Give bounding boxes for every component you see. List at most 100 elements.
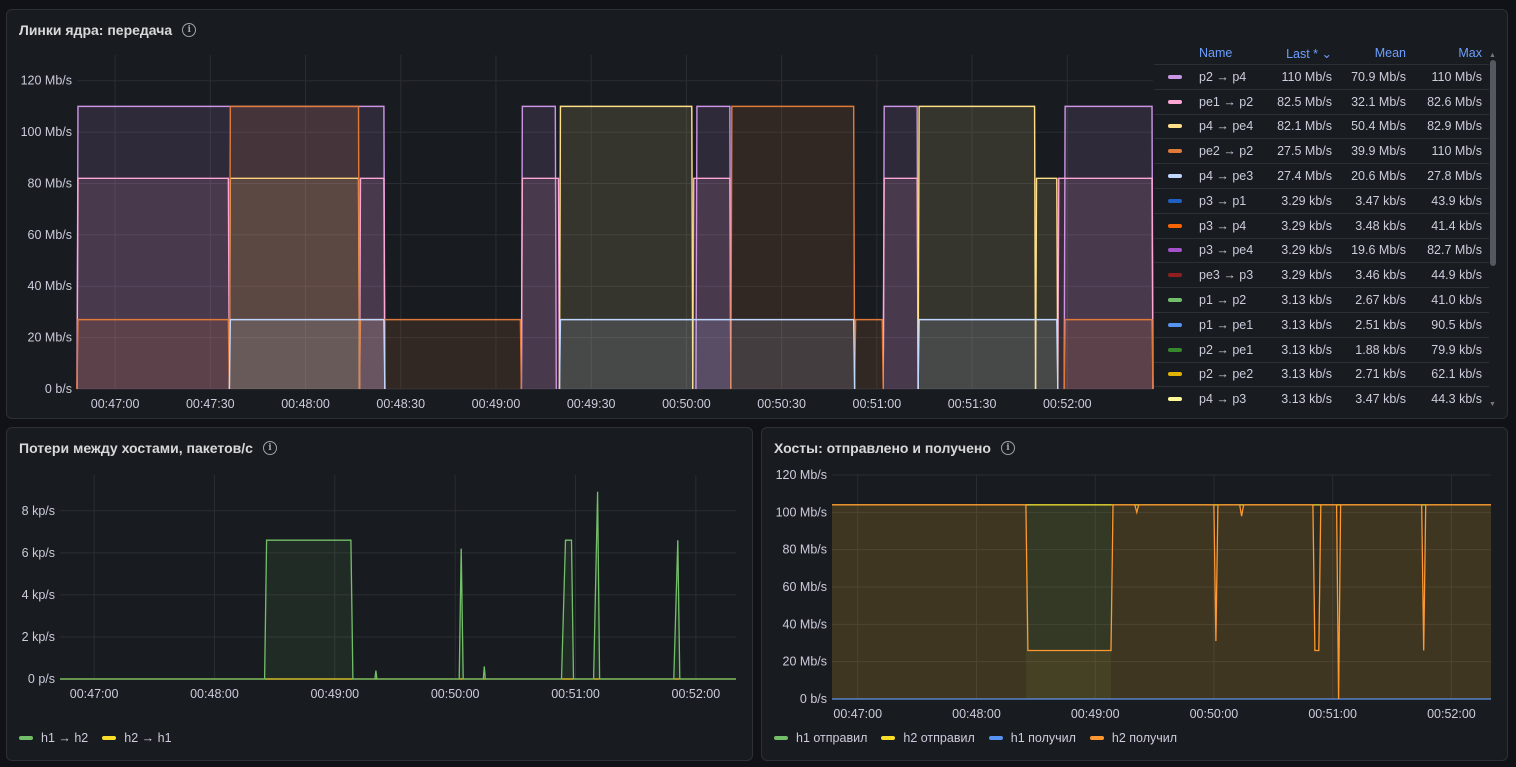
series-area (229, 178, 360, 389)
legend-row[interactable]: p2 → p4 110 Mb/s 70.9 Mb/s 110 Mb/s (1154, 64, 1489, 89)
legend-row[interactable]: p4 → pe4 82.1 Mb/s 50.4 Mb/s 82.9 Mb/s (1154, 113, 1489, 139)
x-tick-label: 00:51:30 (948, 397, 997, 411)
y-tick-label: 120 Mb/s (21, 74, 72, 88)
legend-row-max: 62.1 kb/s (1431, 367, 1482, 382)
legend-row[interactable]: p4 → p3 3.13 kb/s 3.47 kb/s 44.3 kb/s (1154, 386, 1489, 411)
legend-row[interactable]: p2 → pe2 3.13 kb/s 2.71 kb/s 62.1 kb/s (1154, 361, 1489, 387)
legend-row-max: 43.9 kb/s (1431, 193, 1482, 208)
legend-row-max: 110 Mb/s (1431, 69, 1483, 84)
series-line (1057, 177, 1154, 390)
info-icon[interactable]: i (182, 23, 197, 37)
series-name: p3 → p4 (1199, 218, 1247, 233)
x-tick-label: 00:51:00 (853, 397, 902, 411)
x-tick-label: 00:47:30 (186, 397, 235, 411)
series-line (228, 318, 386, 390)
series-area (559, 106, 693, 389)
series-area (854, 319, 884, 389)
series-line (730, 105, 856, 390)
y-tick-label: 0 b/s (45, 382, 72, 396)
series-line (228, 105, 361, 390)
legend-hosts-traffic: h1 отправил h2 отправил h1 получил h2 получ… (774, 731, 1177, 745)
legend-row-name: p1 → pe1 (1154, 318, 1272, 332)
legend-row[interactable]: pe3 → p3 3.29 kb/s 3.46 kb/s 44.9 kb/s (1154, 262, 1489, 287)
x-tick-label: 00:50:30 (757, 397, 806, 411)
info-icon[interactable]: i (1000, 441, 1015, 455)
legend-row-mean: 2.67 kb/s (1355, 293, 1406, 308)
series-swatch-icon (774, 736, 788, 740)
legend-row-max: 90.5 kb/s (1431, 317, 1482, 332)
series-line (76, 177, 231, 390)
column-header-last[interactable]: Last * ⌄ (1286, 46, 1332, 61)
series-swatch-icon (988, 736, 1003, 740)
series-area (918, 319, 1058, 389)
series-swatch-icon (1168, 223, 1182, 228)
legend-item[interactable]: h2 → h1 (102, 731, 172, 745)
series-name: p3 → p1 (1199, 193, 1247, 208)
legend-row-last: 3.13 kb/s (1281, 293, 1332, 308)
series-line (1063, 318, 1154, 390)
series-area (77, 319, 230, 389)
grid (77, 55, 1153, 390)
legend-item[interactable]: h2 отправил (881, 731, 975, 745)
legend-row-name: p2 → pe2 (1154, 367, 1272, 381)
panel-hosts-traffic: Хосты: отправлено и получено i (761, 427, 1508, 761)
legend-row-max: 82.7 Mb/s (1427, 243, 1482, 258)
column-header-name[interactable]: Name (1199, 46, 1233, 60)
legend-row-max: 82.6 Mb/s (1427, 94, 1482, 109)
legend-row[interactable]: p3 → p1 3.29 kb/s 3.47 kb/s 43.9 kb/s (1154, 187, 1489, 213)
series-name: p1 → p2 (1199, 293, 1247, 308)
legend-row-last: 3.13 kb/s (1281, 317, 1332, 332)
legend-row[interactable]: p4 → pe3 27.4 Mb/s 20.6 Mb/s 27.8 Mb/s (1154, 163, 1489, 188)
legend-row-name: pe3 → p3 (1154, 268, 1272, 282)
legend-row-mean: 39.9 Mb/s (1351, 144, 1406, 159)
legend-row[interactable]: pe2 → p2 27.5 Mb/s 39.9 Mb/s 110 Mb/s (1154, 138, 1489, 163)
x-tick-label: 00:52:00 (1043, 397, 1092, 411)
legend-scrollbar[interactable] (1490, 60, 1496, 266)
column-header-mean[interactable]: Mean (1374, 46, 1406, 60)
series-swatch-icon (1168, 74, 1182, 79)
legend-row-name: p3 → p1 (1154, 194, 1272, 208)
series-line (882, 177, 919, 390)
panel-host-loss: Потери между хостами, пакетов/с i (6, 427, 753, 761)
legend-row-mean: 3.47 kb/s (1355, 392, 1406, 407)
legend-item[interactable]: h1 → h2 (19, 731, 88, 745)
legend-item[interactable]: h1 получил (988, 731, 1076, 745)
series-swatch-icon (881, 736, 896, 740)
series-area (77, 106, 385, 389)
legend-item[interactable]: h1 отправил (774, 731, 867, 745)
y-tick-label: 80 Mb/s (28, 176, 72, 190)
legend-row-last: 82.1 Mb/s (1277, 119, 1332, 134)
legend-row-mean: 3.48 kb/s (1355, 218, 1406, 233)
legend-row-name: p4 → pe3 (1154, 169, 1272, 183)
legend-row[interactable]: p1 → p2 3.13 kb/s 2.67 kb/s 41.0 kb/s (1154, 287, 1489, 312)
series-line (358, 177, 386, 390)
legend-row-name: p2 → p4 (1154, 70, 1272, 84)
info-icon[interactable]: i (262, 441, 277, 455)
scroll-up-arrow-icon[interactable]: ▲ (1489, 52, 1496, 59)
legend-row-name: p2 → pe1 (1154, 343, 1272, 357)
scroll-down-arrow-icon[interactable]: ▼ (1489, 401, 1496, 408)
legend-row[interactable]: p3 → pe4 3.29 kb/s 19.6 Mb/s 82.7 Mb/s (1154, 237, 1489, 263)
legend-item-label: h1 получил (1010, 731, 1076, 745)
legend-row-mean: 70.9 Mb/s (1351, 69, 1406, 84)
legend-host-loss: h1 → h2 h2 → h1 (19, 731, 172, 745)
legend-row[interactable]: p2 → pe1 3.13 kb/s 1.88 kb/s 79.9 kb/s (1154, 336, 1489, 362)
legend-row-last: 3.13 kb/s (1281, 367, 1332, 382)
legend-row[interactable]: p3 → p4 3.29 kb/s 3.48 kb/s 41.4 kb/s (1154, 212, 1489, 238)
legend-table: Name Last * ⌄ Mean Max p2 → p4 110 Mb/s 70… (1154, 42, 1489, 411)
legend-row-name: p4 → p3 (1154, 392, 1272, 406)
x-tick-label: 00:49:00 (472, 397, 521, 411)
series-swatch-icon (1168, 298, 1182, 303)
series-line (558, 318, 856, 390)
legend-row-mean: 32.1 Mb/s (1351, 94, 1406, 109)
legend-row-last: 27.4 Mb/s (1277, 169, 1332, 184)
legend-item-label: h2 получил (1111, 731, 1178, 745)
column-header-max[interactable]: Max (1458, 46, 1482, 60)
legend-item[interactable]: h2 получил (1089, 731, 1178, 745)
series-line (853, 318, 884, 390)
legend-row[interactable]: pe1 → p2 82.5 Mb/s 32.1 Mb/s 82.6 Mb/s (1154, 88, 1489, 114)
legend-row-last: 110 Mb/s (1281, 69, 1333, 84)
legend-item-label: h2 → h1 (124, 731, 172, 745)
legend-row[interactable]: p1 → pe1 3.13 kb/s 2.51 kb/s 90.5 kb/s (1154, 311, 1489, 337)
